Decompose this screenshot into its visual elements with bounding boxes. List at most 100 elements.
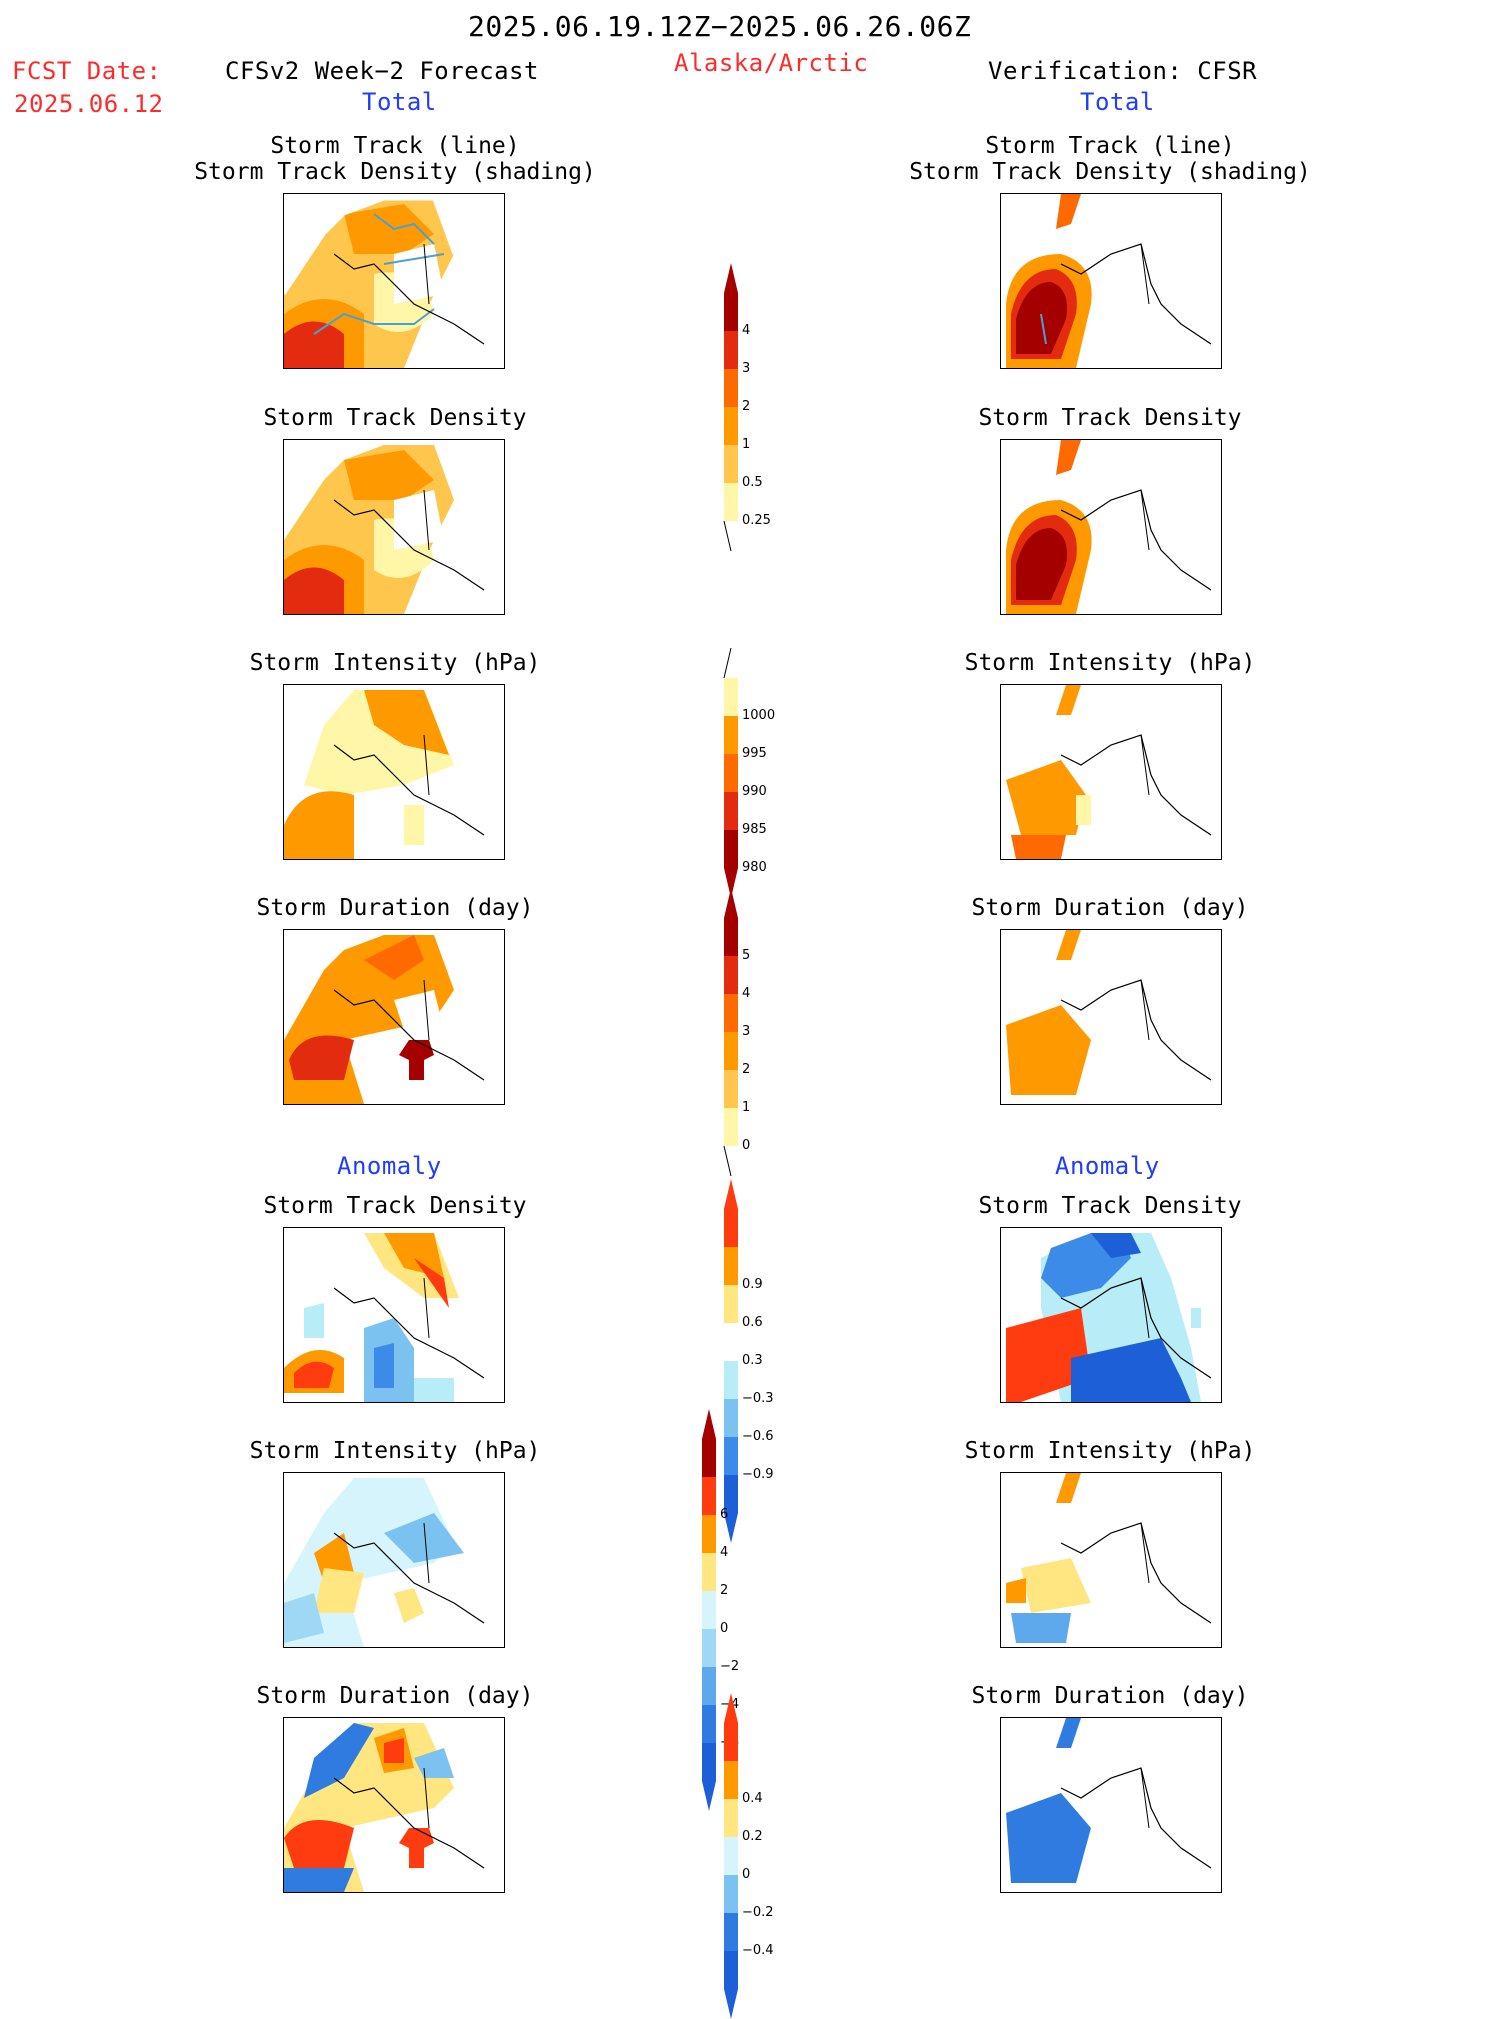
colorbar-tick-label: 2 [742, 1062, 751, 1077]
title-density-right: Storm Track Density [978, 405, 1242, 431]
fcst-date-label: FCST Date: [12, 57, 162, 85]
title-track-shading-left: Storm Track Density (shading) [194, 159, 596, 185]
verification-title: Verification: CFSR [988, 57, 1258, 85]
colorbar-tick-label: 2 [720, 1583, 729, 1598]
colorbar-tick-label: 5 [742, 948, 751, 963]
title-track-line-right: Storm Track (line) [985, 133, 1235, 159]
colorbar-top-arrow [724, 263, 738, 293]
colorbar-tick-label: 0 [742, 1138, 751, 1153]
colorbar-top-arrow [723, 648, 732, 679]
colorbar-tick-label: 0 [742, 1867, 751, 1882]
colorbar-segment [702, 1477, 716, 1515]
colorbar-segment [724, 1108, 738, 1146]
colorbar-tick-label: 0 [720, 1621, 729, 1636]
colorbar-segment [724, 792, 738, 830]
colorbar-segment [724, 1070, 738, 1108]
colorbar-segment [724, 293, 738, 331]
map-track-verification [1000, 193, 1222, 369]
anomaly-label-left: Anomaly [337, 1152, 442, 1180]
colorbar-tick-label: −0.4 [742, 1943, 774, 1958]
colorbar-segment [724, 1951, 738, 1989]
forecast-title: CFSv2 Week−2 Forecast [225, 57, 539, 85]
title-track-shading-right: Storm Track Density (shading) [909, 159, 1311, 185]
map-density-verification [1000, 439, 1222, 615]
colorbar-tick-label: −0.3 [742, 1391, 774, 1406]
map-anom-intensity-forecast [283, 1472, 505, 1648]
map-intensity-forecast [283, 684, 505, 860]
colorbar-segment [724, 754, 738, 792]
colorbar-segment [724, 1209, 738, 1247]
colorbar-tick-label: 6 [720, 1507, 729, 1522]
colorbar-segment [702, 1667, 716, 1705]
colorbar-segment [724, 1399, 738, 1437]
colorbar-segment [724, 830, 738, 868]
colorbar-tick-label: 1 [742, 1100, 751, 1115]
colorbar-segment [702, 1439, 716, 1477]
colorbar-segment [724, 1437, 738, 1475]
colorbar-segment [724, 956, 738, 994]
colorbar-top-arrow [724, 1179, 738, 1209]
colorbar-tick-label: 0.25 [742, 513, 771, 528]
colorbar-segment [724, 1875, 738, 1913]
colorbar-segment [724, 1361, 738, 1399]
colorbar-segment [702, 1743, 716, 1781]
colorbar-segment [724, 678, 738, 716]
colorbar-segment [724, 716, 738, 754]
colorbar-tick-label: −0.2 [742, 1905, 774, 1920]
colorbar-segment [724, 1475, 738, 1513]
map-anom-duration-forecast [283, 1717, 505, 1893]
title-duration-right: Storm Duration (day) [971, 895, 1249, 921]
colorbar-top-arrow [724, 888, 738, 918]
colorbar-tick-label: 990 [742, 784, 767, 799]
colorbar-segment [702, 1591, 716, 1629]
colorbar-tick-label: 3 [742, 1024, 751, 1039]
colorbar-bottom-arrow [723, 1145, 732, 1176]
colorbar-segment [724, 1032, 738, 1070]
title-intensity-left: Storm Intensity (hPa) [249, 650, 541, 676]
colorbar-segment [724, 1799, 738, 1837]
total-label-right: Total [1080, 88, 1155, 116]
colorbar-top-arrow [702, 1409, 716, 1439]
title-anom-intensity-left: Storm Intensity (hPa) [249, 1438, 541, 1464]
colorbar-tick-label: 0.9 [742, 1277, 763, 1292]
date-range-title: 2025.06.19.12Z−2025.06.26.06Z [468, 10, 972, 43]
title-duration-left: Storm Duration (day) [256, 895, 534, 921]
colorbar-tick-label: 4 [742, 323, 751, 338]
colorbar-segment [702, 1629, 716, 1667]
colorbar-segment [702, 1705, 716, 1743]
title-anom-duration-left: Storm Duration (day) [256, 1683, 534, 1709]
colorbar-segment [724, 1913, 738, 1951]
map-duration-forecast [283, 929, 505, 1105]
colorbar-segment [724, 1285, 738, 1323]
title-anom-density-left: Storm Track Density [263, 1193, 527, 1219]
colorbar-bottom-arrow [723, 520, 732, 551]
colorbar-segment [724, 918, 738, 956]
colorbar-segment [724, 994, 738, 1032]
colorbar-tick-label: 1000 [742, 708, 776, 723]
colorbar-svg [702, 1409, 716, 1811]
colorbar-tick-label: −2 [720, 1659, 740, 1674]
title-track-line-left: Storm Track (line) [270, 133, 520, 159]
colorbar-tick-label: 0.3 [742, 1353, 763, 1368]
anomaly-label-right: Anomaly [1055, 1152, 1160, 1180]
colorbar-segment [724, 407, 738, 445]
colorbar-segment [724, 1723, 738, 1761]
colorbar-tick-label: 4 [742, 986, 751, 1001]
map-anom-density-forecast [283, 1227, 505, 1403]
map-duration-verification [1000, 929, 1222, 1105]
colorbar-tick-label: 0.5 [742, 475, 763, 490]
colorbar-svg [723, 648, 738, 898]
colorbar-segment [724, 1247, 738, 1285]
colorbar-svg [724, 1693, 738, 2019]
colorbar-segment [724, 1323, 738, 1361]
colorbar-bottom-arrow [702, 1781, 716, 1811]
title-anom-density-right: Storm Track Density [978, 1193, 1242, 1219]
colorbar-segment [724, 1837, 738, 1875]
map-intensity-verification [1000, 684, 1222, 860]
colorbar-segment [702, 1515, 716, 1553]
colorbar-tick-label: 985 [742, 822, 767, 837]
colorbar-segment [702, 1553, 716, 1591]
colorbar-tick-label: 980 [742, 860, 767, 875]
colorbar-tick-label: 0.4 [742, 1791, 763, 1806]
colorbar-svg [723, 263, 738, 551]
